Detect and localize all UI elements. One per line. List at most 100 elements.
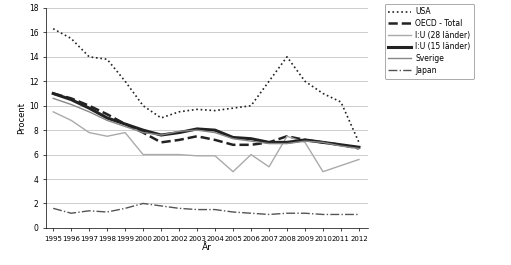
I:U (28 länder)	[266, 165, 272, 168]
OECD - Total	[284, 135, 290, 138]
Line: OECD - Total: OECD - Total	[53, 94, 359, 148]
Y-axis label: Procent: Procent	[17, 102, 26, 134]
Legend: USA, OECD - Total, I:U (28 länder), I:U (15 länder), Sverige, Japan: USA, OECD - Total, I:U (28 länder), I:U …	[385, 3, 474, 78]
USA	[86, 55, 92, 58]
USA	[320, 92, 326, 95]
Line: Japan: Japan	[53, 204, 359, 214]
Japan	[230, 210, 236, 214]
I:U (15 länder)	[104, 116, 110, 120]
I:U (15 länder)	[230, 136, 236, 139]
Japan	[302, 212, 308, 215]
Sverige	[86, 110, 92, 113]
I:U (28 länder)	[50, 110, 56, 113]
OECD - Total	[338, 143, 344, 146]
I:U (15 länder)	[122, 122, 128, 126]
OECD - Total	[230, 143, 236, 146]
Sverige	[194, 129, 200, 132]
I:U (15 länder)	[176, 131, 182, 134]
I:U (28 länder)	[248, 153, 254, 156]
I:U (15 länder)	[68, 98, 74, 101]
I:U (28 länder)	[158, 153, 164, 156]
USA	[104, 58, 110, 61]
Sverige	[302, 140, 308, 143]
USA	[230, 107, 236, 110]
I:U (15 länder)	[266, 141, 272, 144]
Sverige	[338, 144, 344, 148]
Sverige	[248, 140, 254, 143]
Sverige	[50, 97, 56, 100]
I:U (15 länder)	[212, 129, 218, 132]
Japan	[176, 207, 182, 210]
Japan	[320, 213, 326, 216]
I:U (15 länder)	[86, 107, 92, 110]
OECD - Total	[122, 122, 128, 126]
OECD - Total	[302, 138, 308, 142]
I:U (28 länder)	[302, 141, 308, 144]
USA	[284, 55, 290, 58]
I:U (28 länder)	[68, 119, 74, 122]
I:U (15 länder)	[194, 127, 200, 130]
Sverige	[356, 147, 362, 150]
USA	[122, 80, 128, 83]
Japan	[104, 210, 110, 214]
Sverige	[122, 125, 128, 128]
OECD - Total	[266, 141, 272, 144]
Sverige	[158, 134, 164, 137]
USA	[302, 80, 308, 83]
I:U (15 länder)	[320, 141, 326, 144]
Japan	[68, 212, 74, 215]
Sverige	[320, 141, 326, 144]
I:U (28 länder)	[320, 170, 326, 173]
OECD - Total	[68, 97, 74, 100]
I:U (15 länder)	[338, 143, 344, 146]
Sverige	[212, 131, 218, 134]
Japan	[122, 207, 128, 210]
USA	[338, 100, 344, 104]
USA	[140, 104, 146, 107]
I:U (28 länder)	[284, 135, 290, 138]
Sverige	[230, 137, 236, 140]
USA	[68, 37, 74, 40]
Sverige	[104, 119, 110, 122]
OECD - Total	[140, 131, 146, 134]
I:U (15 länder)	[50, 92, 56, 95]
I:U (15 länder)	[248, 137, 254, 140]
USA	[266, 80, 272, 83]
I:U (28 länder)	[230, 170, 236, 173]
X-axis label: År: År	[202, 243, 212, 252]
Line: USA: USA	[53, 29, 359, 142]
OECD - Total	[86, 104, 92, 107]
USA	[158, 116, 164, 120]
I:U (28 länder)	[140, 153, 146, 156]
I:U (28 länder)	[194, 154, 200, 157]
I:U (15 länder)	[140, 129, 146, 132]
I:U (15 länder)	[302, 138, 308, 142]
Sverige	[266, 142, 272, 145]
Japan	[338, 213, 344, 216]
OECD - Total	[320, 141, 326, 144]
USA	[50, 27, 56, 30]
Japan	[284, 212, 290, 215]
Japan	[266, 213, 272, 216]
Sverige	[68, 103, 74, 106]
Sverige	[140, 131, 146, 134]
I:U (28 länder)	[122, 131, 128, 134]
OECD - Total	[176, 138, 182, 142]
Japan	[140, 202, 146, 205]
I:U (15 länder)	[356, 146, 362, 149]
I:U (28 länder)	[176, 153, 182, 156]
Japan	[248, 212, 254, 215]
USA	[194, 108, 200, 111]
USA	[356, 141, 362, 144]
OECD - Total	[212, 138, 218, 142]
Japan	[86, 209, 92, 212]
Japan	[212, 208, 218, 211]
OECD - Total	[50, 92, 56, 95]
USA	[176, 110, 182, 113]
OECD - Total	[248, 143, 254, 146]
OECD - Total	[194, 135, 200, 138]
USA	[248, 104, 254, 107]
I:U (28 länder)	[338, 164, 344, 167]
OECD - Total	[158, 141, 164, 144]
I:U (15 länder)	[158, 134, 164, 137]
